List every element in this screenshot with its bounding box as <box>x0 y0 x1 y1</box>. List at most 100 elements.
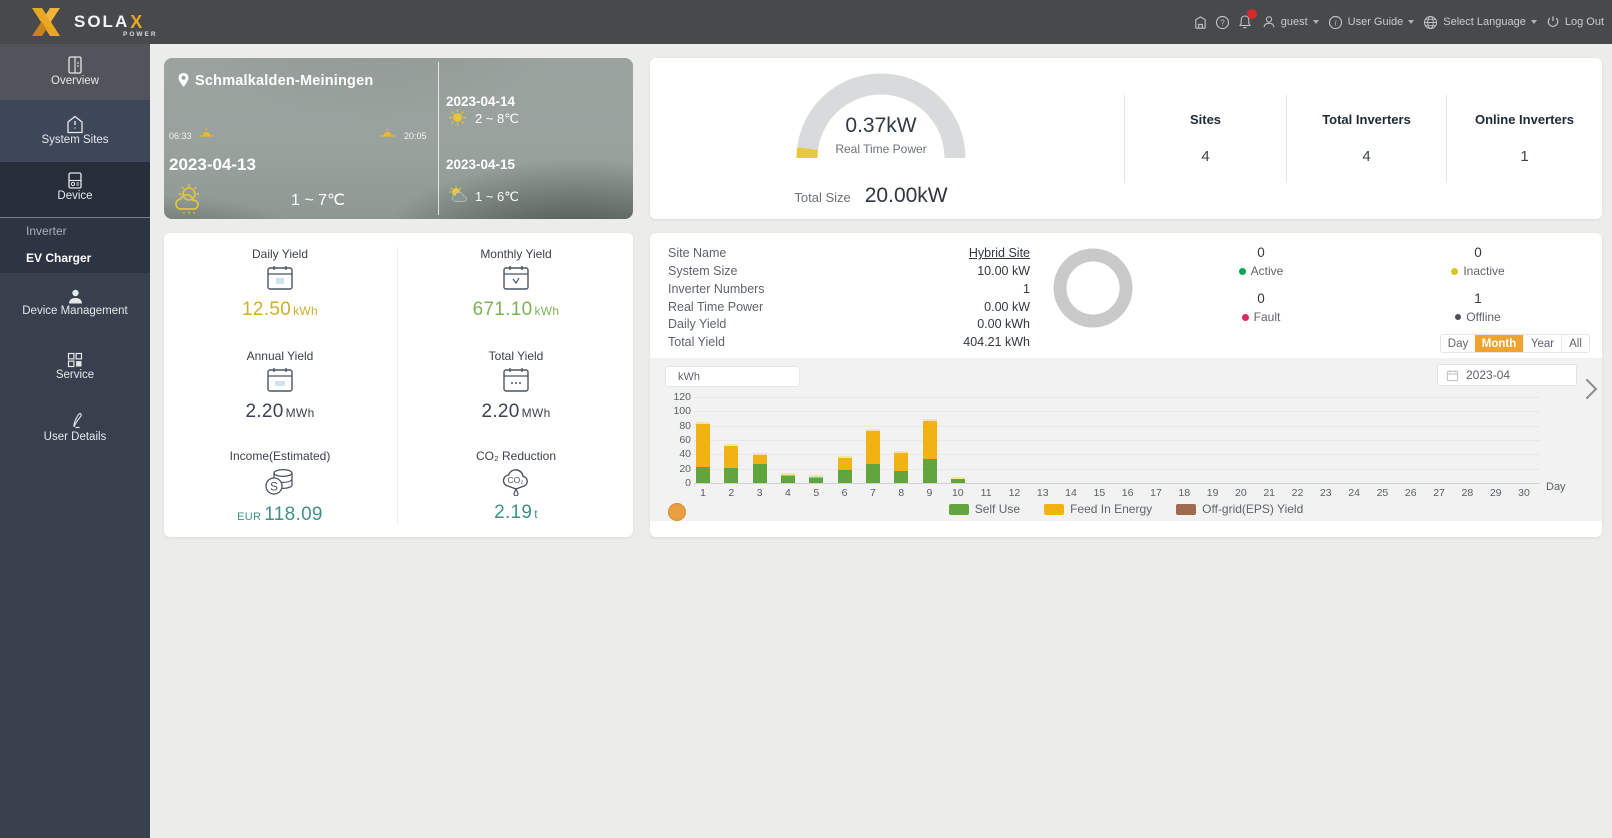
notifications-button[interactable] <box>1237 9 1257 30</box>
sidebar-item-label: Device Management <box>22 305 128 317</box>
chart-date-picker[interactable]: 2023-04 <box>1437 364 1577 386</box>
yield-label: Income(Estimated) <box>229 449 331 463</box>
bar-cap <box>780 473 795 476</box>
brand-word: SOLA <box>74 12 130 31</box>
bar-cap <box>809 474 824 477</box>
user-menu[interactable]: guest <box>1262 15 1319 29</box>
sidebar-subitem-ev-charger[interactable]: EV Charger <box>26 251 92 265</box>
overview-icon <box>0 55 150 75</box>
gridline <box>694 440 1540 441</box>
stat-total-inverters: Total Inverters 4 <box>1287 58 1446 219</box>
chart-unit-select[interactable]: kWh <box>665 366 800 387</box>
bar-segment-self-use <box>809 477 824 483</box>
carousel-next-button[interactable] <box>1580 377 1604 401</box>
range-tabs: Day Month Year All <box>1440 334 1590 353</box>
sidebar-item-overview[interactable]: Overview <box>0 44 150 100</box>
chevron-down-icon <box>1408 20 1415 24</box>
sidebar: Overview System Sites Device Inverter EV… <box>0 44 150 838</box>
stat-label: Total Inverters <box>1322 112 1411 127</box>
sidebar-item-label: User Details <box>43 431 107 443</box>
bar-segment-feed-in-energy <box>809 476 824 478</box>
tab-year[interactable]: Year <box>1523 335 1561 352</box>
yield-icon <box>180 366 380 395</box>
user-guide-menu[interactable]: i User Guide <box>1328 15 1415 30</box>
y-axis-tick-label: 20 <box>679 462 691 475</box>
logout-button[interactable]: Log Out <box>1546 15 1604 29</box>
user-name: guest <box>1280 16 1308 28</box>
info-value: 404.21 kWh <box>963 335 1030 349</box>
x-axis-tick-label: 13 <box>1036 487 1049 499</box>
yield-icon: CO₂ <box>416 466 616 496</box>
sidebar-subitem-inverter[interactable]: Inverter <box>26 224 67 238</box>
x-axis-tick-label: 21 <box>1263 487 1276 499</box>
info-row-inverter-numbers: Inverter Numbers 1 <box>668 282 1030 296</box>
language-menu[interactable]: Select Language <box>1423 15 1537 30</box>
sidebar-item-user-details[interactable]: User Details <box>0 395 150 461</box>
realtime-power-card: 0.37kW Real Time Power Total Size 20.00k… <box>650 58 1602 219</box>
weather-condition-icon <box>172 182 208 219</box>
status-label: Offline <box>1418 310 1538 324</box>
user-details-icon <box>0 411 150 431</box>
brand-logo[interactable]: SOLA X POWER <box>26 4 156 40</box>
bar-cap <box>865 429 880 432</box>
yield-value: 12.50 kWh <box>242 299 318 320</box>
bar-segment-self-use <box>950 478 965 483</box>
stat-label: Sites <box>1189 112 1222 127</box>
forecast-date: 2023-04-14 <box>446 94 516 109</box>
y-axis-tick-label: 40 <box>679 448 691 461</box>
legend-item[interactable]: Feed In Energy <box>1044 502 1152 516</box>
svg-text:i: i <box>1334 17 1337 27</box>
info-row-system-size: System Size 10.00 kW <box>668 264 1030 278</box>
bar-segment-feed-in-energy <box>724 445 739 468</box>
x-axis-tick-label: 29 <box>1489 487 1502 499</box>
y-axis-tick-label: 120 <box>673 391 691 403</box>
logout-label: Log Out <box>1564 16 1604 28</box>
svg-text:CO₂: CO₂ <box>507 475 523 485</box>
assistant-fab-button[interactable] <box>668 503 686 521</box>
weather-card: Schmalkalden-Meiningen 06:33 20:05 2023-… <box>164 58 633 219</box>
info-label: Total Yield <box>668 335 725 349</box>
yield-value: 2.20 MWh <box>245 401 315 422</box>
yield-icon <box>180 264 380 293</box>
forecast-date: 2023-04-15 <box>446 157 516 172</box>
home-button[interactable] <box>1193 15 1208 30</box>
x-axis-tick-label: 1 <box>700 487 706 499</box>
yield-cell: CO₂ Reduction CO₂ 2.19 t <box>416 449 616 524</box>
status-active: 0 Active <box>1201 245 1321 278</box>
forecast-temp: 1 ~ 6℃ <box>475 189 519 204</box>
bar-segment-self-use <box>724 468 739 484</box>
x-axis-tick-label: 17 <box>1150 487 1162 499</box>
status-offline: 1 Offline <box>1418 291 1538 324</box>
x-axis-tick-label: 14 <box>1065 487 1077 499</box>
yield-icon <box>416 264 616 293</box>
help-button[interactable]: ? <box>1215 15 1230 30</box>
chart-date-value: 2023-04 <box>1466 368 1511 382</box>
sidebar-divider <box>0 217 150 218</box>
building-icon <box>1194 15 1206 29</box>
status-label: Inactive <box>1418 264 1538 278</box>
forecast-temp: 2 ~ 8℃ <box>475 111 519 126</box>
bar-segment-self-use <box>696 467 710 483</box>
bar-cap <box>950 476 965 479</box>
x-axis-tick-label: 28 <box>1461 487 1474 499</box>
yield-label: Total Yield <box>488 349 544 363</box>
yield-label: Monthly Yield <box>480 247 552 261</box>
sidebar-item-system-sites[interactable]: System Sites <box>0 100 150 162</box>
gauge-label: Real Time Power <box>835 142 927 156</box>
legend-item[interactable]: Off-grid(EPS) Yield <box>1176 502 1303 516</box>
tab-all[interactable]: All <box>1561 335 1589 352</box>
tab-month[interactable]: Month <box>1475 335 1523 352</box>
sidebar-device-submenu: Inverter EV Charger <box>0 218 150 273</box>
legend-item[interactable]: Self Use <box>948 502 1020 516</box>
site-name-link[interactable]: Hybrid Site <box>968 246 1030 260</box>
sidebar-item-device-management[interactable]: Device Management <box>0 273 150 337</box>
tab-day[interactable]: Day <box>1447 337 1469 350</box>
sidebar-item-service[interactable]: Service <box>0 337 150 395</box>
bar-cap <box>837 455 852 458</box>
yield-chart-section: kWh 2023-04 0 20 40 60 80 100 120 1 2 3 4 5 6 7 8 9 10 11… <box>650 358 1602 521</box>
bar-segment-self-use <box>752 463 767 484</box>
yellow-dot-icon <box>1451 267 1459 275</box>
status-count: 0 <box>1257 291 1265 306</box>
sidebar-item-device[interactable]: Device <box>0 162 150 217</box>
x-axis-tick-label: 2 <box>728 487 735 499</box>
